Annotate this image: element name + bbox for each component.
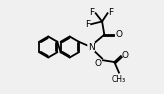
Text: F: F	[108, 8, 113, 17]
Text: O: O	[115, 30, 123, 39]
Text: CH₃: CH₃	[112, 75, 126, 84]
Text: N: N	[88, 42, 94, 52]
Text: O: O	[122, 51, 129, 60]
Text: F: F	[85, 20, 90, 29]
Text: O: O	[95, 59, 102, 68]
Text: F: F	[90, 8, 95, 17]
